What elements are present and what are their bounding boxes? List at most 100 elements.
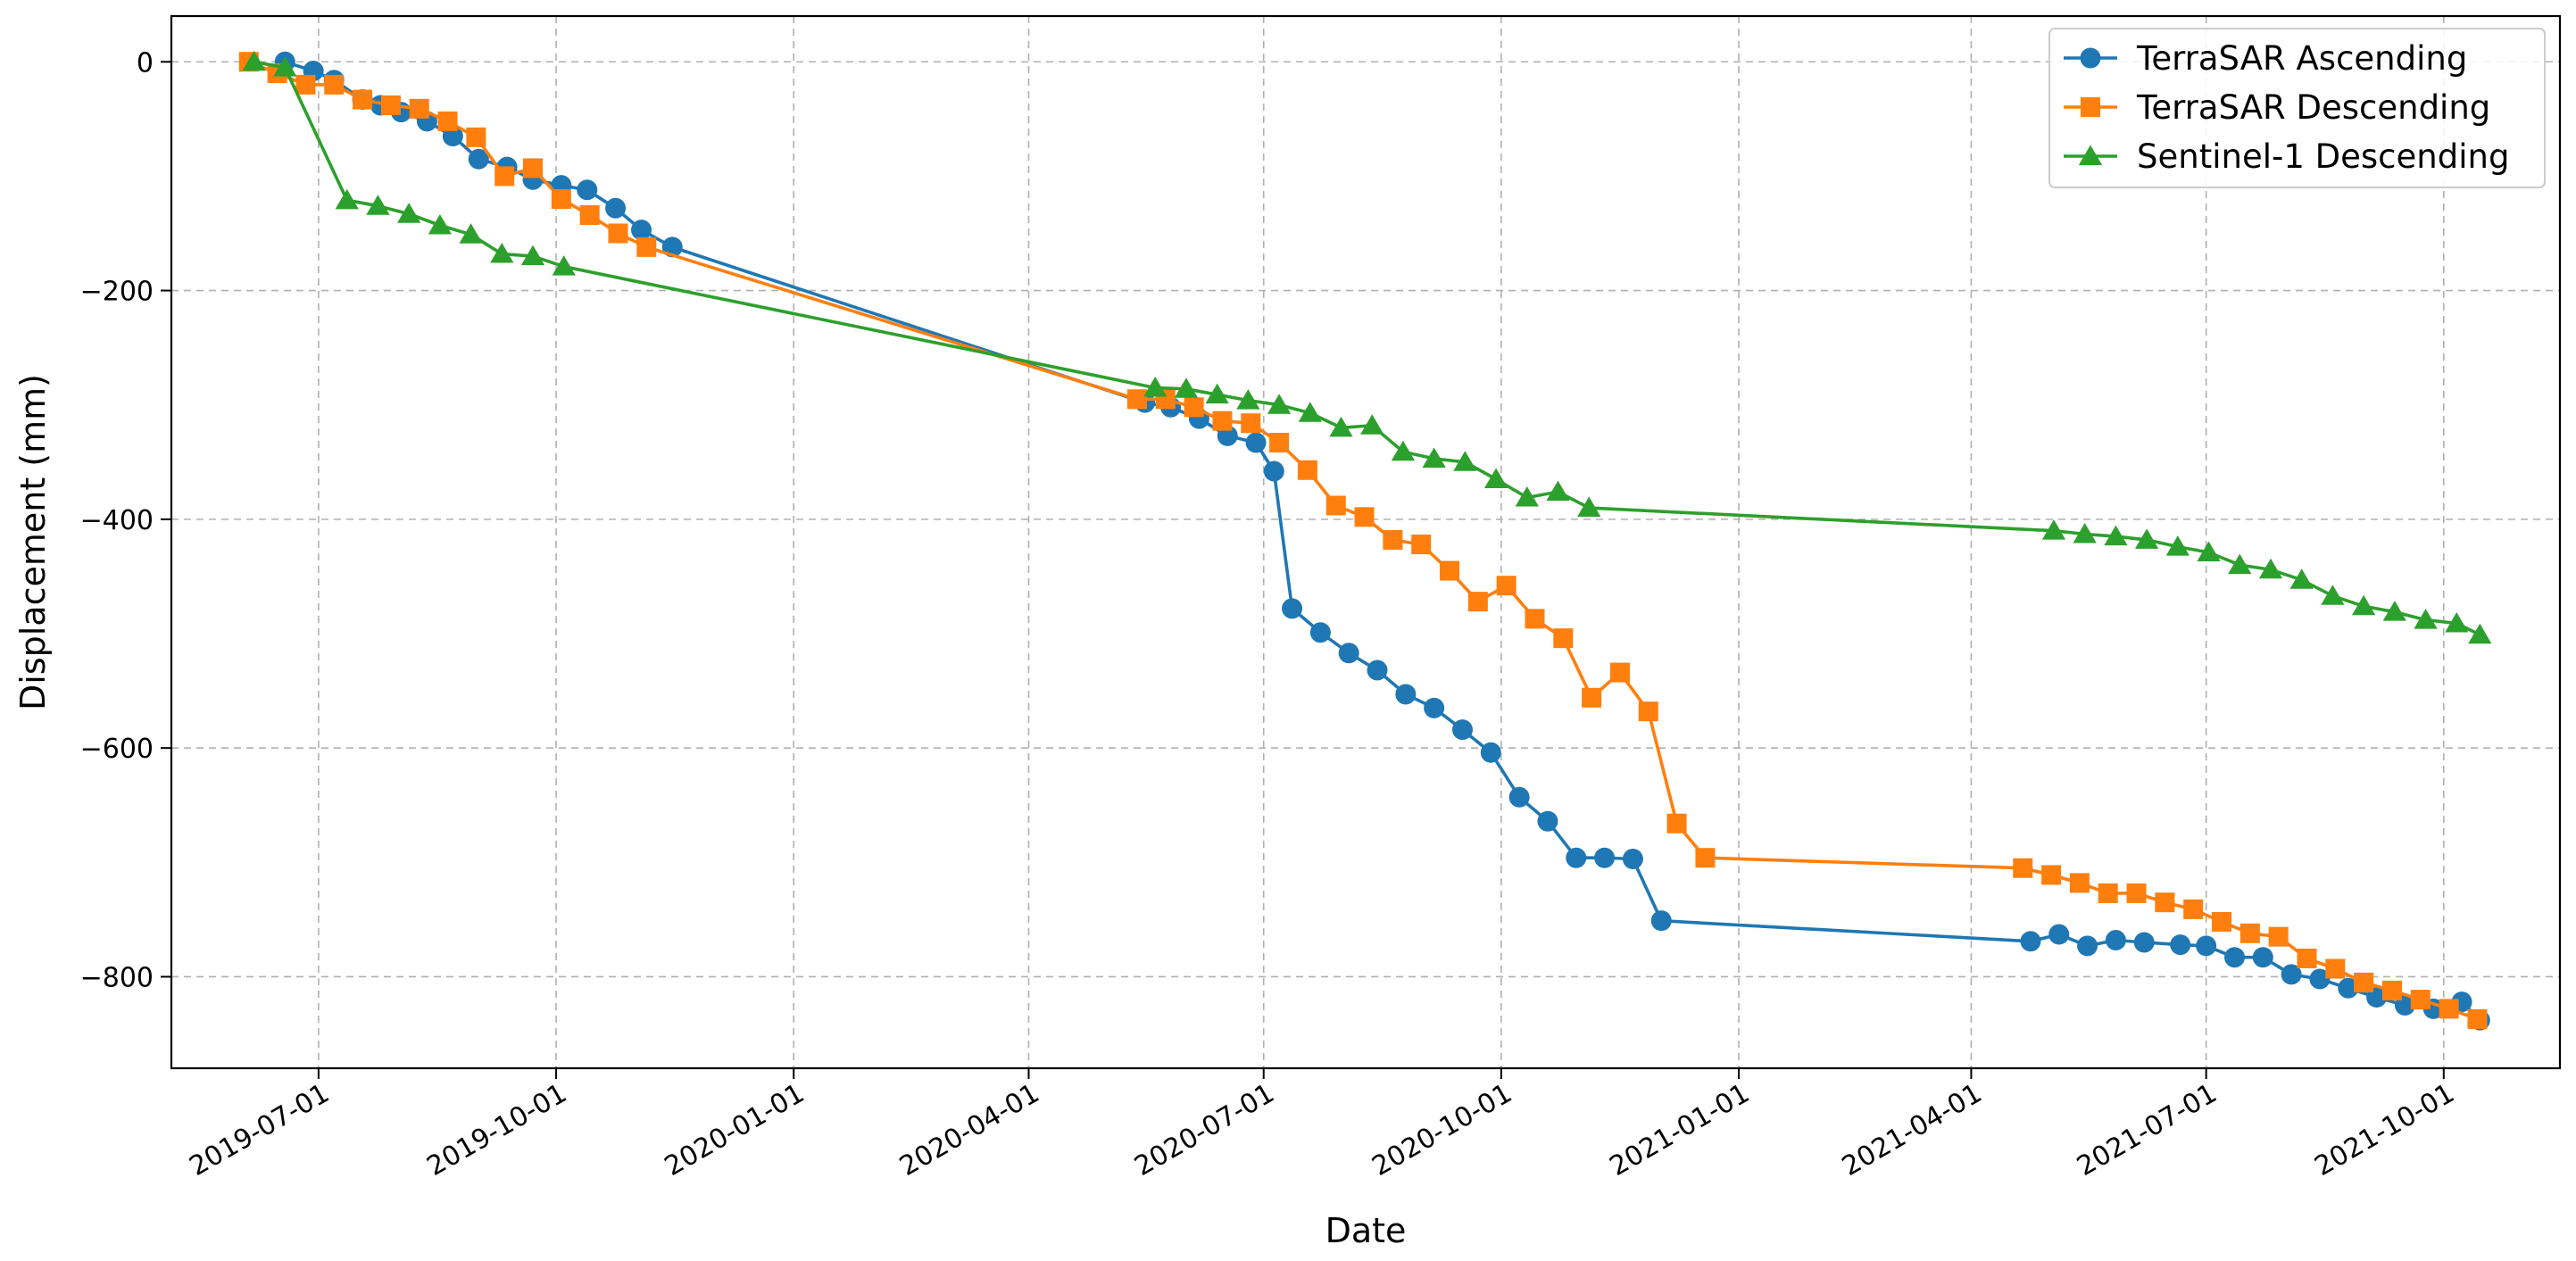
terrasar-descending-point <box>2239 923 2260 943</box>
terrasar-descending-point <box>1467 592 1488 612</box>
terrasar-ascending-point <box>2077 935 2098 957</box>
sentinel1-descending-point <box>2165 535 2190 556</box>
terrasar-descending-point <box>1383 529 1403 550</box>
terrasar-ascending-point <box>631 220 652 241</box>
axis-ticks: 2019-07-01 2019-10-01 2020-01-01 2020-04-01… <box>80 47 2460 1182</box>
sentinel1-descending-point <box>428 214 452 235</box>
terrasar-descending-point <box>1184 397 1204 418</box>
sentinel1-descending-point <box>2352 594 2376 616</box>
terrasar-descending-point <box>1553 628 1574 649</box>
terrasar-descending-point <box>1496 576 1517 596</box>
plot-frame <box>170 14 2562 1070</box>
terrasar-ascending-point <box>1594 847 1616 868</box>
terrasar-descending-point <box>1525 609 1545 629</box>
sentinel1-descending-point <box>2041 519 2066 540</box>
terrasar-descending-point <box>1638 701 1658 722</box>
terrasar-descending-point <box>2297 948 2317 968</box>
sentinel1-descending-point <box>397 203 421 223</box>
terrasar-ascending-point <box>1508 786 1530 808</box>
sentinel1-descending-point <box>459 223 483 244</box>
sentinel1-descending-point <box>1360 414 1384 435</box>
sentinel1-descending-point <box>2134 528 2159 549</box>
terrasar-ascending-point <box>1424 697 1445 718</box>
terrasar-descending-point <box>2325 958 2346 979</box>
sentinel1-descending-point <box>2468 623 2492 644</box>
terrasar-ascending-point <box>2133 932 2155 953</box>
sentinel1-descending-point <box>1174 377 1199 398</box>
x-tick-label: 2021-07-01 <box>2072 1078 2222 1182</box>
sentinel1-descending-point <box>1422 447 1446 468</box>
sentinel1-descending-point <box>1329 416 1353 437</box>
terrasar-ascending-point <box>2309 968 2331 990</box>
sentinel1-descending-point <box>1391 440 1416 461</box>
sentinel1-descending-point <box>1546 480 1570 502</box>
terrasar-descending-point <box>2439 999 2459 1019</box>
sentinel1-descending-point <box>520 245 545 266</box>
legend-box <box>2048 28 2546 188</box>
sentinel1-descending-point <box>1143 376 1168 397</box>
x-tick-label: 2019-07-01 <box>184 1078 334 1182</box>
legend-label: TerraSAR Ascending <box>2136 39 2467 78</box>
terrasar-ascending-point <box>2196 935 2217 957</box>
terrasar-ascending-point <box>2338 977 2359 999</box>
terrasar-ascending-point <box>468 148 489 170</box>
terrasar-descending-point <box>2381 980 2402 1000</box>
sentinel1-descending-point <box>1236 389 1260 410</box>
terrasar-ascending-point <box>1263 460 1284 482</box>
terrasar-ascending-point <box>1650 910 1672 932</box>
terrasar-ascending-point <box>2020 931 2041 952</box>
terrasar-ascending-point <box>2223 947 2245 968</box>
sentinel1-descending-point <box>273 56 297 77</box>
x-tick-label: 2020-04-01 <box>894 1078 1044 1182</box>
terrasar-descending-point <box>1666 813 1687 834</box>
terrasar-descending-point <box>409 98 429 119</box>
terrasar-descending-point <box>324 74 345 95</box>
terrasar-descending-series <box>238 52 2488 1029</box>
sentinel1-descending-point <box>1515 486 1539 507</box>
terrasar-descending-point <box>1440 560 1460 581</box>
terrasar-descending-point <box>353 89 373 110</box>
terrasar-ascending-point <box>1367 660 1388 681</box>
legend: TerraSAR Ascending TerraSAR Descending Sen… <box>2048 28 2546 188</box>
sentinel1-descending-point <box>2289 568 2314 589</box>
legend-swatch-marker <box>2080 47 2101 69</box>
terrasar-descending-point <box>1241 413 1261 434</box>
grid <box>171 16 2560 1068</box>
x-tick-label: 2020-10-01 <box>1367 1078 1517 1182</box>
y-tick-label: −600 <box>80 734 154 765</box>
sentinel1-descending-point <box>2104 525 2128 546</box>
y-tick-label: −800 <box>80 962 154 993</box>
sentinel1-descending-point <box>366 195 390 215</box>
terrasar-descending-point <box>295 74 316 95</box>
terrasar-ascending-point <box>1395 684 1417 705</box>
terrasar-descending-point <box>636 236 657 257</box>
terrasar-ascending-point <box>2281 964 2302 985</box>
terrasar-descending-point <box>2410 990 2431 1010</box>
terrasar-descending-point <box>579 204 600 225</box>
terrasar-descending-point <box>1212 411 1233 431</box>
sentinel1-descending-series <box>242 50 2492 644</box>
terrasar-ascending-point <box>2252 947 2273 968</box>
terrasar-descending-point <box>2041 865 2062 885</box>
legend-swatch-marker <box>2078 145 2103 165</box>
sentinel1-descending-point <box>1577 496 1601 518</box>
x-tick-label: 2021-01-01 <box>1605 1078 1755 1182</box>
sentinel1-descending-point <box>1205 383 1229 404</box>
terrasar-descending-point <box>2183 899 2204 919</box>
terrasar-ascending-point <box>1309 622 1331 643</box>
terrasar-descending-point <box>466 127 486 147</box>
terrasar-ascending-point <box>2105 929 2126 950</box>
sentinel1-descending-point <box>335 188 359 210</box>
terrasar-ascending-point <box>1622 848 1643 869</box>
y-tick-label: −200 <box>80 277 154 308</box>
x-tick-label: 2020-07-01 <box>1129 1078 1279 1182</box>
terrasar-descending-point <box>2155 892 2175 913</box>
terrasar-ascending-point <box>1282 598 1303 619</box>
terrasar-descending-point <box>494 166 515 187</box>
terrasar-descending-point <box>1354 507 1375 527</box>
sentinel1-descending-point <box>2258 558 2283 579</box>
sentinel1-descending-point <box>2228 553 2252 575</box>
sentinel1-descending-point <box>2197 541 2221 562</box>
terrasar-ascending-point <box>1338 643 1359 664</box>
